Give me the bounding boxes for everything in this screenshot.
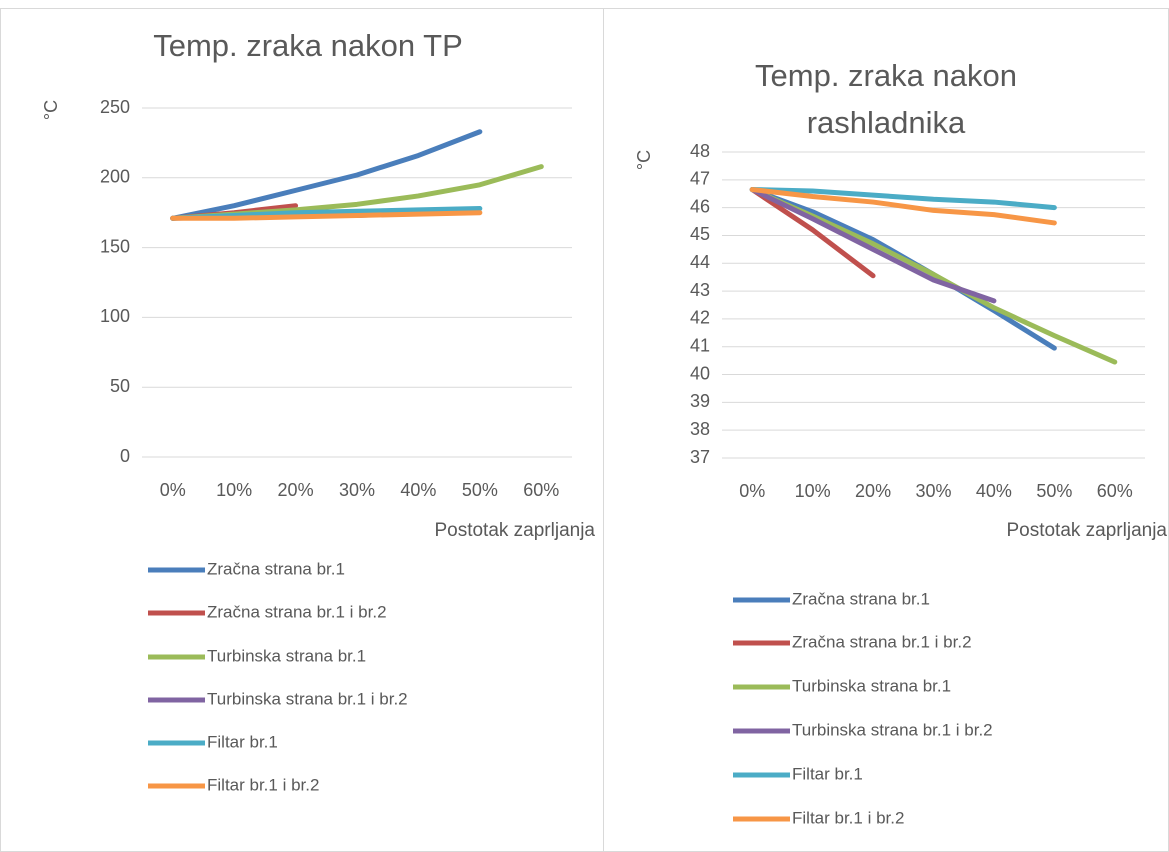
- chart-title: Temp. zraka nakon rashladnika: [755, 58, 1017, 140]
- legend-label: Zračna strana br.1: [792, 589, 930, 608]
- series-line: [170, 210, 483, 221]
- legend-label: Turbinska strana br.1: [792, 676, 951, 695]
- series-line: [749, 187, 997, 304]
- legend-label: Filtar br.1: [207, 732, 278, 751]
- y-tick-label: 46: [690, 196, 710, 216]
- x-axis-label: Postotak zaprljanja: [1006, 520, 1167, 541]
- y-axis-label: °C: [41, 100, 61, 120]
- y-tick-label: 39: [690, 391, 710, 411]
- legend-label: Zračna strana br.1 i br.2: [207, 602, 387, 621]
- y-tick-label: 48: [690, 141, 710, 161]
- y-tick-label: 42: [690, 308, 710, 328]
- x-tick-label: 50%: [1036, 481, 1072, 501]
- x-tick-label: 60%: [523, 480, 559, 500]
- y-tick-label: 40: [690, 363, 710, 383]
- y-tick-label: 41: [690, 335, 710, 355]
- y-tick-label: 44: [690, 252, 710, 272]
- y-tick-label: 45: [690, 224, 710, 244]
- y-tick-label: 47: [690, 169, 710, 189]
- series-line: [749, 187, 1057, 226]
- x-tick-label: 10%: [795, 481, 831, 501]
- y-axis-label: °C: [634, 150, 654, 170]
- legend-label: Filtar br.1 i br.2: [207, 775, 319, 794]
- y-tick-label: 200: [100, 167, 130, 187]
- x-tick-label: 50%: [462, 480, 498, 500]
- x-tick-label: 0%: [739, 481, 765, 501]
- x-tick-label: 30%: [339, 480, 375, 500]
- legend-label: Turbinska strana br.1: [207, 646, 366, 665]
- series-line: [749, 187, 876, 279]
- legend-label: Turbinska strana br.1 i br.2: [792, 720, 993, 739]
- legend-label: Filtar br.1: [792, 764, 863, 783]
- x-tick-label: 30%: [915, 481, 951, 501]
- y-tick-label: 0: [120, 446, 130, 466]
- y-tick-label: 38: [690, 419, 710, 439]
- x-tick-label: 20%: [855, 481, 891, 501]
- y-tick-label: 250: [100, 97, 130, 117]
- x-tick-label: 20%: [278, 480, 314, 500]
- y-tick-label: 150: [100, 236, 130, 256]
- x-tick-label: 10%: [216, 480, 252, 500]
- series-line: [749, 187, 1057, 211]
- series-line: [749, 187, 1118, 365]
- chart-title: Temp. zraka nakon TP: [153, 28, 463, 63]
- y-tick-label: 50: [110, 376, 130, 396]
- legend-label: Zračna strana br.1: [207, 559, 345, 578]
- x-tick-label: 40%: [400, 480, 436, 500]
- legend-label: Turbinska strana br.1 i br.2: [207, 689, 408, 708]
- x-axis-label: Postotak zaprljanja: [434, 520, 595, 541]
- x-tick-label: 60%: [1097, 481, 1133, 501]
- x-tick-label: 0%: [160, 480, 186, 500]
- x-tick-label: 40%: [976, 481, 1012, 501]
- y-tick-label: 100: [100, 306, 130, 326]
- y-tick-label: 43: [690, 280, 710, 300]
- y-tick-label: 37: [690, 447, 710, 467]
- legend-label: Zračna strana br.1 i br.2: [792, 632, 972, 651]
- series-line: [170, 129, 483, 221]
- legend-label: Filtar br.1 i br.2: [792, 808, 904, 827]
